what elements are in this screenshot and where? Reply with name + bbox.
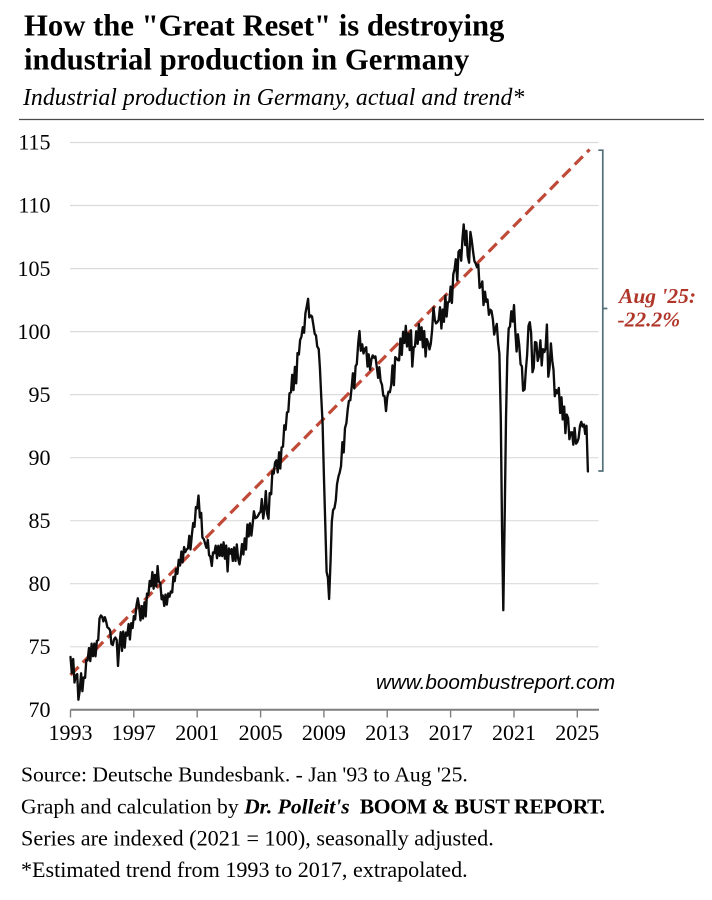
svg-text:-22.2%: -22.2% — [618, 308, 681, 332]
svg-text:www.boombustreport.com: www.boombustreport.com — [376, 671, 615, 694]
svg-text:85: 85 — [29, 508, 51, 533]
svg-text:2013: 2013 — [365, 720, 409, 745]
svg-text:100: 100 — [18, 319, 51, 344]
svg-text:2009: 2009 — [302, 720, 346, 745]
svg-text:Aug '25:: Aug '25: — [617, 284, 696, 308]
svg-text:2025: 2025 — [555, 720, 599, 745]
svg-text:110: 110 — [18, 193, 50, 218]
svg-text:Source: Deutsche Bundesbank. -: Source: Deutsche Bundesbank. - Jan '93 t… — [21, 763, 468, 787]
svg-text:80: 80 — [29, 571, 51, 596]
svg-text:2001: 2001 — [175, 720, 219, 745]
svg-text:Series are indexed (2021 = 100: Series are indexed (2021 = 100), seasona… — [21, 826, 494, 851]
svg-text:1997: 1997 — [112, 720, 156, 745]
svg-text:75: 75 — [29, 634, 51, 659]
svg-text:1993: 1993 — [49, 720, 93, 745]
svg-text:115: 115 — [18, 130, 50, 155]
svg-text:How the "Great Reset" is destr: How the "Great Reset" is destroying — [24, 9, 505, 43]
svg-text:90: 90 — [29, 445, 51, 470]
svg-text:Industrial production in Germa: Industrial production in Germany, actual… — [22, 85, 524, 111]
svg-text:105: 105 — [18, 256, 51, 281]
svg-text:70: 70 — [29, 697, 51, 722]
svg-text:2017: 2017 — [429, 720, 473, 745]
svg-text:2021: 2021 — [492, 720, 536, 745]
svg-text:2005: 2005 — [239, 720, 283, 745]
svg-text:95: 95 — [29, 382, 51, 407]
svg-text:Graph and calculation by Dr. P: Graph and calculation by Dr. Polleit's B… — [21, 795, 605, 819]
svg-text:industrial production in Germa: industrial production in Germany — [24, 43, 470, 77]
svg-text:*Estimated trend from 1993 to: *Estimated trend from 1993 to 2017, extr… — [21, 857, 468, 882]
